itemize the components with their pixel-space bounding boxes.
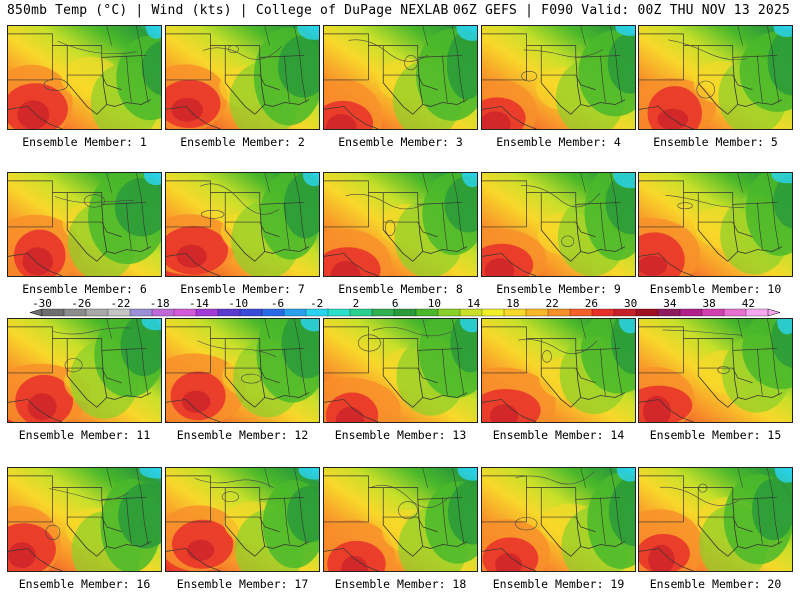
ensemble-map-17 (165, 467, 320, 572)
colorbar-tick-label: 6 (392, 297, 399, 310)
ensemble-member-label: Ensemble Member: 7 (180, 282, 305, 296)
ensemble-map-8 (323, 172, 478, 277)
ensemble-member-label: Ensemble Member: 14 (492, 428, 625, 442)
ensemble-member-label: Ensemble Member: 16 (18, 577, 151, 591)
ensemble-map-7 (165, 172, 320, 277)
colorbar-segment (239, 308, 263, 317)
colorbar-tick-label: 22 (546, 297, 559, 310)
colorbar-segment (525, 308, 549, 317)
colorbar-tick-label: -10 (228, 297, 248, 310)
colorbar-tick-label: -22 (111, 297, 131, 310)
colorbar-segment (261, 308, 285, 317)
ensemble-member-label: Ensemble Member: 12 (176, 428, 309, 442)
ensemble-member-label: Ensemble Member: 15 (649, 428, 782, 442)
colorbar-tick-label: 30 (624, 297, 637, 310)
colorbar-segment (349, 308, 373, 317)
map-title: 850mb Temp (°C) | Wind (kts) | College o… (7, 3, 449, 18)
colorbar-segment (679, 308, 703, 317)
colorbar-tick-label: 10 (428, 297, 441, 310)
colorbar-segment (569, 308, 593, 317)
colorbar-segment (195, 308, 219, 317)
colorbar-segment (151, 308, 175, 317)
colorbar-segment (459, 308, 483, 317)
colorbar-tick-label: -26 (71, 297, 91, 310)
colorbar-segment (547, 308, 571, 317)
colorbar-segment (85, 308, 109, 317)
colorbar-segment (415, 308, 439, 317)
ensemble-map-5 (638, 25, 793, 130)
colorbar-segment (613, 308, 637, 317)
ensemble-map-15 (638, 318, 793, 423)
colorbar-tick-label: 26 (585, 297, 598, 310)
colorbar-segment (305, 308, 329, 317)
ensemble-map-13 (323, 318, 478, 423)
colorbar-segment (635, 308, 659, 317)
ensemble-member-label: Ensemble Member: 1 (22, 135, 147, 149)
colorbar-tick-label: -2 (310, 297, 323, 310)
ensemble-map-6 (7, 172, 162, 277)
colorbar-segment (437, 308, 461, 317)
colorbar-segment (327, 308, 351, 317)
colorbar-segment (723, 308, 747, 317)
ensemble-member-label: Ensemble Member: 19 (492, 577, 625, 591)
ensemble-map-14 (481, 318, 636, 423)
colorbar-segment (393, 308, 417, 317)
colorbar-segment (173, 308, 197, 317)
ensemble-map-19 (481, 467, 636, 572)
ensemble-member-label: Ensemble Member: 8 (338, 282, 463, 296)
ensemble-map-4 (481, 25, 636, 130)
temperature-colorbar: -30 -26 -22 -18 -14 -10 -6 -2 2 6 10 14 18 22 26 30 34 38… (0, 296, 800, 320)
colorbar-segment (503, 308, 527, 317)
ensemble-member-label: Ensemble Member: 6 (22, 282, 147, 296)
colorbar-tick-label: 42 (742, 297, 755, 310)
colorbar-tick-label: -30 (32, 297, 52, 310)
colorbar-tick-label: -6 (271, 297, 284, 310)
ensemble-member-label: Ensemble Member: 9 (496, 282, 621, 296)
ensemble-member-label: Ensemble Member: 5 (653, 135, 778, 149)
colorbar-min-arrow (29, 308, 43, 317)
ensemble-map-10 (638, 172, 793, 277)
ensemble-map-11 (7, 318, 162, 423)
ensemble-member-label: Ensemble Member: 10 (649, 282, 782, 296)
ensemble-member-label: Ensemble Member: 3 (338, 135, 463, 149)
colorbar-tick-label: 18 (506, 297, 519, 310)
ensemble-map-18 (323, 467, 478, 572)
ensemble-map-2 (165, 25, 320, 130)
colorbar-segment (657, 308, 681, 317)
ensemble-member-label: Ensemble Member: 13 (334, 428, 467, 442)
ensemble-member-label: Ensemble Member: 4 (496, 135, 621, 149)
colorbar-segment (217, 308, 241, 317)
colorbar-tick-label: 2 (353, 297, 360, 310)
colorbar-tick-label: 34 (663, 297, 677, 310)
ensemble-member-label: Ensemble Member: 20 (649, 577, 782, 591)
colorbar-segment (745, 308, 769, 317)
colorbar-tick-label: -18 (150, 297, 170, 310)
colorbar-segment (41, 308, 65, 317)
colorbar-segment (63, 308, 87, 317)
colorbar-segment (591, 308, 615, 317)
ensemble-map-3 (323, 25, 478, 130)
model-run-info: 06Z GEFS | F090 Valid: 00Z THU NOV 13 20… (452, 3, 790, 18)
colorbar-segment (481, 308, 505, 317)
ensemble-map-16 (7, 467, 162, 572)
ensemble-member-label: Ensemble Member: 18 (334, 577, 467, 591)
colorbar-tick-label: 38 (703, 297, 716, 310)
colorbar-segment (107, 308, 131, 317)
ensemble-map-1 (7, 25, 162, 130)
colorbar-segment (129, 308, 153, 317)
colorbar-segment (701, 308, 725, 317)
colorbar-segment (371, 308, 395, 317)
colorbar-tick-label: 14 (467, 297, 481, 310)
colorbar-tick-label: -14 (189, 297, 209, 310)
colorbar-segment (283, 308, 307, 317)
ensemble-map-12 (165, 318, 320, 423)
ensemble-map-9 (481, 172, 636, 277)
ensemble-map-20 (638, 467, 793, 572)
ensemble-member-label: Ensemble Member: 17 (176, 577, 309, 591)
ensemble-member-label: Ensemble Member: 2 (180, 135, 305, 149)
ensemble-member-label: Ensemble Member: 11 (18, 428, 151, 442)
colorbar-max-arrow (767, 308, 781, 317)
